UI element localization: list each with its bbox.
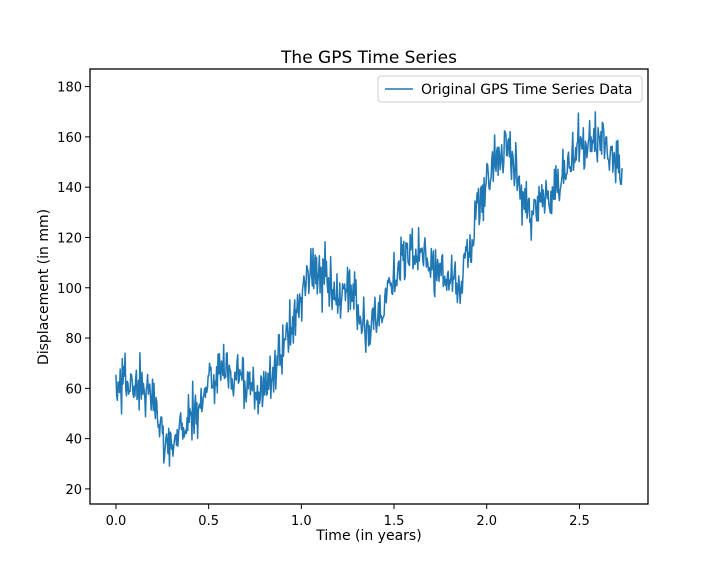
y-tick-label: 120 xyxy=(57,231,82,246)
legend-box xyxy=(377,75,643,103)
y-tick-label: 160 xyxy=(57,131,82,146)
series-line-gps xyxy=(115,111,623,467)
y-tick-label: 180 xyxy=(57,81,82,96)
series-layer xyxy=(115,111,623,467)
y-tick-label: 40 xyxy=(65,433,82,448)
x-axis-label: Time (in years) xyxy=(315,528,421,544)
y-tick-label: 20 xyxy=(65,483,82,498)
x-tick-label: 0.5 xyxy=(198,514,219,529)
y-axis: 20 40 60 80 100 120 140 160 180 xyxy=(57,81,90,498)
x-tick-label: 1.0 xyxy=(291,514,312,529)
x-axis: 0.0 0.5 1.0 1.5 2.0 2.5 xyxy=(106,504,590,529)
y-tick-label: 60 xyxy=(65,382,82,397)
x-tick-label: 0.0 xyxy=(106,514,127,529)
x-tick-label: 1.5 xyxy=(384,514,405,529)
y-tick-label: 100 xyxy=(57,282,82,297)
legend-entry-label: Original GPS Time Series Data xyxy=(421,82,633,98)
legend: Original GPS Time Series Data xyxy=(377,75,643,103)
axes-frame xyxy=(89,68,649,505)
y-tick-label: 80 xyxy=(65,332,82,347)
plot-area xyxy=(89,68,649,505)
x-tick-label: 2.0 xyxy=(476,514,497,529)
x-tick-label: 2.5 xyxy=(569,514,590,529)
y-axis-label: Displacement (in mm) xyxy=(36,209,52,365)
chart-title: The GPS Time Series xyxy=(280,48,457,68)
y-tick-label: 140 xyxy=(57,181,82,196)
